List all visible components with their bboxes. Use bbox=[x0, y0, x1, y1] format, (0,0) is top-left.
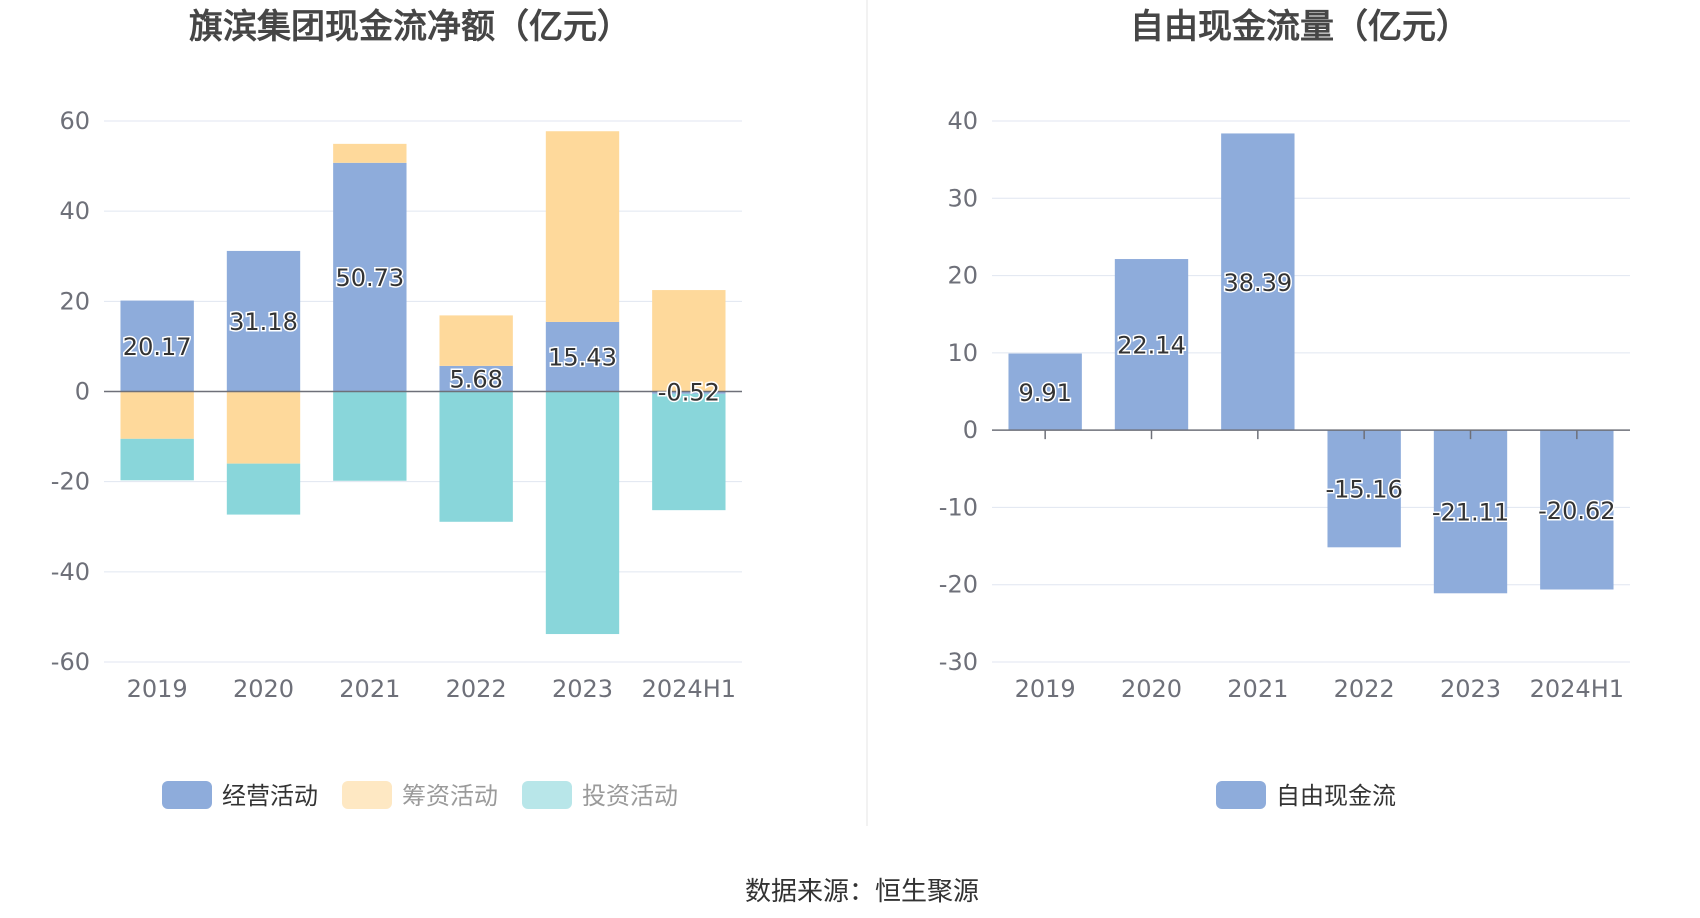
data-label: 15.43 bbox=[548, 344, 617, 372]
legend-label[interactable]: 筹资活动 bbox=[402, 782, 498, 810]
data-label: 38.39 bbox=[1223, 269, 1292, 297]
x-tick-label: 2020 bbox=[1121, 675, 1182, 703]
x-tick-label: 2021 bbox=[1227, 675, 1288, 703]
bar-经营活动-2021 bbox=[333, 162, 407, 392]
bar-筹资活动-2019 bbox=[120, 391, 194, 439]
x-tick-label: 2021 bbox=[339, 675, 400, 703]
legend-swatch[interactable] bbox=[522, 781, 572, 809]
bar-自由现金流-2023 bbox=[1433, 430, 1508, 594]
data-source: 数据来源：恒生聚源 bbox=[745, 877, 979, 907]
y-tick-label: 40 bbox=[947, 107, 978, 135]
y-tick-label: 60 bbox=[59, 107, 90, 135]
bar-经营活动-2020 bbox=[226, 250, 301, 392]
x-axis: 2019 2020 2021 2022 2023 2024H1 bbox=[1015, 675, 1624, 703]
bar-投资活动-2020 bbox=[226, 463, 301, 515]
bar-自由现金流-2022 bbox=[1327, 430, 1401, 548]
bar-投资活动-2023 bbox=[545, 391, 620, 635]
x-tick-label: 2023 bbox=[1440, 675, 1501, 703]
legend: 自由现金流 bbox=[1216, 781, 1396, 810]
x-tick-label: 2019 bbox=[127, 675, 188, 703]
y-tick-label: 10 bbox=[947, 339, 978, 367]
x-tick-label: 2024H1 bbox=[1530, 675, 1624, 703]
y-axis: 60 40 20 0 -20 -40 -60 bbox=[51, 107, 90, 676]
bar-筹资活动-2023 bbox=[545, 131, 620, 322]
bar-自由现金流-2024H1 bbox=[1540, 430, 1614, 590]
data-label: 31.18 bbox=[229, 308, 298, 336]
bar-筹资活动-2021 bbox=[333, 143, 407, 163]
grid-lines bbox=[104, 120, 742, 663]
y-tick-label: 0 bbox=[75, 378, 90, 406]
bar-投资活动-2019 bbox=[120, 438, 194, 481]
grid-lines bbox=[992, 120, 1630, 663]
legend-label[interactable]: 投资活动 bbox=[582, 782, 678, 810]
y-tick-label: -30 bbox=[939, 648, 978, 676]
x-axis: 2019 2020 2021 2022 2023 2024H1 bbox=[127, 675, 736, 703]
y-tick-label: 0 bbox=[963, 416, 978, 444]
data-label: -0.52 bbox=[658, 379, 720, 407]
x-tick-label: 2024H1 bbox=[642, 675, 736, 703]
bar-经营活动-2022 bbox=[439, 365, 513, 392]
legend-label[interactable]: 自由现金流 bbox=[1276, 782, 1396, 810]
y-tick-label: 30 bbox=[947, 184, 978, 212]
y-tick-label: -20 bbox=[51, 468, 90, 496]
bar-投资活动-2022 bbox=[439, 391, 513, 522]
y-tick-label: -60 bbox=[51, 648, 90, 676]
x-tick-label: 2019 bbox=[1015, 675, 1076, 703]
y-tick-label: 40 bbox=[59, 197, 90, 225]
y-tick-label: 20 bbox=[947, 262, 978, 290]
bar-经营活动-2019 bbox=[120, 300, 194, 392]
data-label: 9.91 bbox=[1018, 379, 1071, 407]
x-tick-label: 2020 bbox=[233, 675, 294, 703]
bar-筹资活动-2024H1 bbox=[652, 290, 726, 392]
bars bbox=[1008, 133, 1614, 594]
bar-筹资活动-2022 bbox=[439, 315, 513, 366]
data-label: 5.68 bbox=[449, 366, 502, 394]
zero-line bbox=[992, 429, 1630, 440]
data-labels: 9.91 22.14 38.39 -15.16 -21.11 -20.62 bbox=[1017, 267, 1617, 528]
bar-经营活动-2024H1 bbox=[652, 391, 726, 394]
data-label: -20.62 bbox=[1538, 497, 1615, 525]
data-label: -15.16 bbox=[1325, 476, 1402, 504]
legend-swatch[interactable] bbox=[1216, 781, 1266, 809]
x-tick-label: 2023 bbox=[552, 675, 613, 703]
data-label: 50.73 bbox=[335, 264, 404, 292]
y-tick-label: 20 bbox=[59, 287, 90, 315]
bar-经营活动-2023 bbox=[545, 321, 620, 392]
bar-筹资活动-2020 bbox=[226, 391, 301, 464]
y-tick-label: -20 bbox=[939, 571, 978, 599]
x-tick-label: 2022 bbox=[446, 675, 507, 703]
legend-label[interactable]: 经营活动 bbox=[222, 782, 318, 810]
legend-swatch[interactable] bbox=[162, 781, 212, 809]
bar-投资活动-2021 bbox=[333, 391, 407, 481]
y-axis: 40 30 20 10 0 -10 -20 -30 bbox=[939, 107, 978, 676]
y-tick-label: -40 bbox=[51, 558, 90, 586]
data-label: 22.14 bbox=[1117, 332, 1186, 360]
bar-投资活动-2024H1 bbox=[652, 393, 726, 511]
bar-自由现金流-2019 bbox=[1008, 353, 1082, 431]
y-tick-label: -10 bbox=[939, 493, 978, 521]
legend: 经营活动 筹资活动 投资活动 bbox=[162, 781, 678, 810]
bars bbox=[120, 131, 726, 635]
data-label: -21.11 bbox=[1432, 499, 1509, 527]
legend-swatch[interactable] bbox=[342, 781, 392, 809]
data-label: 20.17 bbox=[123, 333, 192, 361]
x-tick-label: 2022 bbox=[1334, 675, 1395, 703]
free-cash-flow-chart-title: 自由现金流量（亿元） bbox=[1130, 7, 1470, 47]
bar-自由现金流-2020 bbox=[1114, 259, 1189, 431]
cash-flow-chart-title: 旗滨集团现金流净额（亿元） bbox=[189, 7, 631, 47]
data-labels: 20.17 31.18 50.73 5.68 15.43 -0.52 bbox=[121, 263, 721, 408]
bar-自由现金流-2021 bbox=[1221, 133, 1295, 431]
